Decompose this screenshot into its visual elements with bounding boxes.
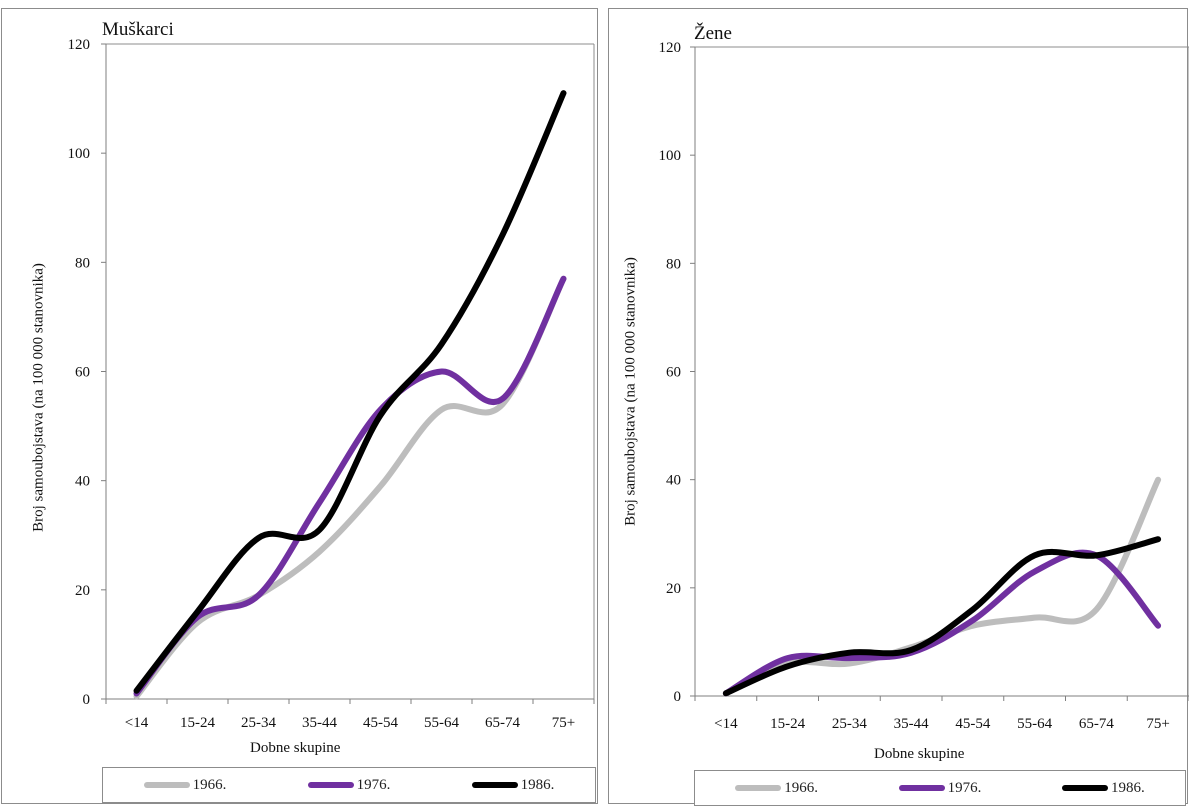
chart-panel-zene: Žene Dobne skupine Broj samoubojstava (n… [608,8,1189,806]
y-tick-label: 80 [666,256,681,272]
legend-swatch [307,782,354,788]
y-tick-label: 0 [83,692,91,708]
series-line-1986 [722,536,1162,697]
line-chart-zene: 0 20 40 60 80 100 120 <14 15-24 25-34 35-44 45-54 55… [659,40,1189,732]
x-tick-label: 65-74 [485,715,520,731]
legend-swatch [1061,785,1108,791]
x-tick-label: 55-64 [1017,716,1052,732]
legend-swatch [143,782,190,788]
chart-legend: 1966. 1976. 1986. [694,770,1186,806]
series-line-1976 [722,549,1162,697]
y-tick-label: 60 [666,365,681,381]
y-tick-label: 100 [659,148,682,164]
chart-title: Muškarci [102,19,174,40]
x-tick-label: 25-34 [832,716,867,732]
y-tick-label: 120 [68,37,91,53]
y-tick-label: 20 [666,581,681,597]
y-tick-label: 80 [75,255,90,271]
legend-label: 1986. [1110,779,1145,796]
chart-title: Žene [694,23,732,44]
legend-item-1966: 1966. [735,780,818,797]
legend-label: 1986. [520,776,555,793]
series-line-1966 [133,275,567,700]
legend-label: 1976. [356,776,391,793]
x-tick-label: 55-64 [424,715,459,731]
y-tick-label: 0 [674,689,682,705]
legend-swatch [898,785,945,791]
x-tick-label: 65-74 [1079,716,1114,732]
legend-label: 1966. [192,776,227,793]
y-tick-label: 60 [75,365,90,381]
legend-item-1986: 1986. [471,776,555,794]
legend-item-1976: 1976. [307,776,391,794]
legend-item-1986: 1986. [1061,779,1145,797]
series-line-1966 [722,476,1162,697]
x-tick-label: 15-24 [770,716,805,732]
x-tick-label: 45-54 [363,715,398,731]
x-tick-label: <14 [714,716,738,732]
y-tick-label: 20 [75,583,90,599]
x-tick-label: 25-34 [241,715,276,731]
legend-item-1976: 1976. [898,779,982,797]
x-axis-title: Dobne skupine [874,746,965,762]
legend-label: 1966. [784,779,819,796]
x-tick-label: 75+ [1146,716,1169,732]
legend-label: 1976. [947,779,982,796]
legend-swatch [735,785,782,791]
chart-legend: 1966. 1976. 1986. [102,767,596,803]
series-line-1986 [133,90,567,694]
y-tick-label: 40 [75,474,90,490]
x-tick-label: 35-44 [894,716,929,732]
chart-panel-muskarci: Muškarci Dobne skupine Broj samoubojstav… [1,8,598,804]
x-axis-title: Dobne skupine [250,740,341,756]
legend-item-1966: 1966. [143,776,227,794]
y-tick-label: 120 [659,40,682,56]
y-tick-label: 40 [666,473,681,489]
line-chart-muskarci: 0 20 40 60 80 100 120 <14 15-24 25-34 35-44 45-54 55… [68,37,595,731]
x-tick-label: 45-54 [955,716,990,732]
legend-swatch [471,782,518,788]
x-tick-label: 15-24 [180,715,215,731]
y-tick-label: 100 [68,146,91,162]
x-tick-label: 35-44 [302,715,337,731]
series-line-1976 [133,275,567,697]
x-tick-label: <14 [125,715,149,731]
x-tick-label: 75+ [552,715,575,731]
